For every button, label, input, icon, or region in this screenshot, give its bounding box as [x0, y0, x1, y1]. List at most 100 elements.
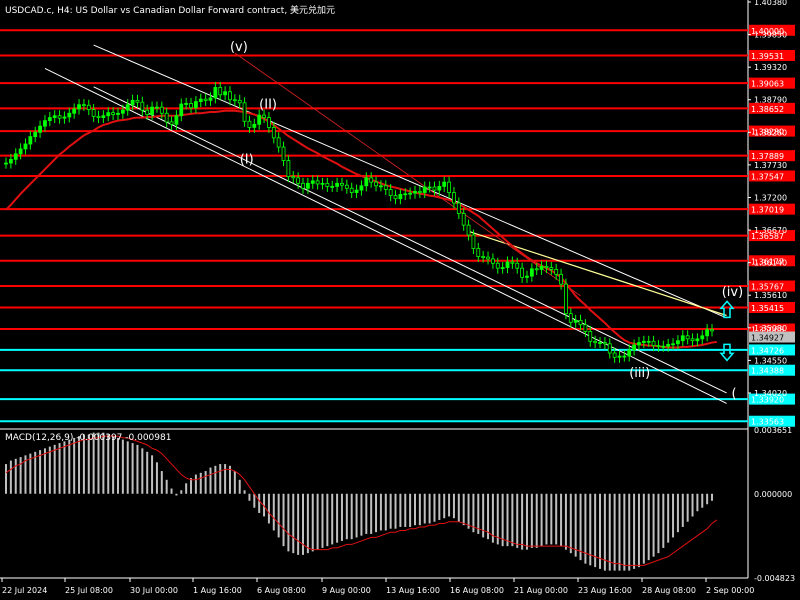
candle-body	[18, 148, 23, 155]
channel-upper-line[interactable]	[93, 44, 727, 319]
candle-body	[710, 329, 714, 332]
candle-body	[252, 123, 257, 128]
candle-body	[91, 109, 96, 117]
candle-body	[174, 115, 179, 125]
candle-body	[374, 181, 378, 187]
candle-body	[695, 338, 700, 342]
price-tick-label: 1.39320	[754, 63, 787, 72]
red-level-price-label: 1.37547	[751, 172, 784, 181]
candle-body	[267, 117, 271, 128]
channel-lower-line[interactable]	[93, 86, 727, 394]
price-tick-label: 1.36140	[754, 259, 787, 268]
red-level-price-tag	[749, 323, 795, 335]
time-tick-label: 9 Aug 00:00	[322, 586, 371, 595]
candle-body	[116, 112, 120, 115]
signal-arrows	[719, 300, 735, 362]
candle-body	[218, 87, 223, 96]
cyan-level-lines: 1.34726 1.34388 1.33920 1.33563	[0, 344, 795, 427]
candle-body	[8, 158, 13, 164]
candle-body	[466, 224, 471, 236]
candle-body	[486, 256, 490, 260]
candle-body	[422, 186, 427, 193]
candle-body	[388, 189, 393, 197]
candle-body	[607, 343, 612, 354]
candle-body	[150, 106, 154, 115]
candle-body	[637, 342, 641, 346]
candle-body	[242, 102, 247, 122]
candle-body	[340, 182, 344, 186]
red-level-price-label: 1.36177	[751, 257, 784, 266]
candle-body	[335, 182, 339, 187]
macd-title: MACD(12,26,9) -0.000397 -0.000981	[5, 433, 171, 443]
candle-body	[690, 338, 695, 342]
candle-body	[155, 106, 159, 109]
candle-body	[417, 190, 422, 193]
cyan-level-price-label: 1.33563	[751, 418, 784, 427]
red-level-price-label: 1.40000	[751, 27, 784, 36]
candle-body	[588, 331, 593, 342]
wave-label-paren: (	[731, 386, 736, 401]
candle-body	[432, 186, 437, 191]
wave-label-iii: (iii)	[629, 366, 650, 381]
channel-mid-line[interactable]	[44, 67, 727, 404]
red-level-price-tag	[749, 280, 795, 292]
candle-body	[676, 340, 680, 345]
price-tick-label: 1.38260	[754, 128, 787, 137]
price-tick-label: 1.36670	[754, 226, 787, 235]
candle-body	[705, 329, 710, 337]
cyan-level-price-label: 1.33920	[751, 396, 784, 405]
candle-body	[383, 185, 388, 190]
candle-body	[490, 258, 495, 264]
candle-body	[305, 182, 310, 189]
candle-body	[447, 181, 451, 193]
candle-body	[617, 355, 622, 358]
red-level-price-label: 1.36587	[751, 232, 784, 241]
candle-body	[120, 109, 125, 114]
candle-body	[500, 267, 505, 269]
candle-body	[203, 98, 208, 101]
candle-body	[559, 273, 563, 285]
candle-body	[33, 131, 38, 138]
time-tick-label: 28 Aug 08:00	[642, 586, 696, 595]
time-tick-label: 30 Jul 00:00	[130, 586, 178, 595]
candle-body	[349, 187, 354, 193]
candle-body	[52, 115, 57, 118]
macd-panel: 0.003651 0.000000 -0.004823	[5, 426, 795, 583]
wave-label-v: (v)	[230, 40, 248, 55]
candle-body	[271, 127, 276, 139]
candles	[4, 81, 714, 363]
candle-body	[257, 114, 262, 125]
candle-body	[471, 234, 476, 249]
price-tick-label: 1.35610	[754, 291, 787, 300]
red-level-price-tag	[749, 150, 795, 162]
candle-body	[549, 267, 554, 270]
candle-body	[262, 114, 266, 118]
macd-signal-line	[5, 435, 718, 566]
candle-body	[583, 324, 588, 332]
red-level-price-label: 1.38652	[751, 105, 784, 114]
candle-body	[359, 185, 364, 191]
wave-connector-line[interactable]	[234, 52, 581, 297]
red-level-price-tag	[749, 230, 795, 242]
candle-body	[437, 186, 442, 191]
candle-body	[135, 99, 140, 103]
red-level-price-tag	[749, 24, 795, 36]
price-tick-label: 1.35080	[754, 324, 787, 333]
candle-body	[281, 146, 286, 161]
arrow-down-outline-icon[interactable]	[719, 343, 735, 362]
candle-body	[130, 99, 135, 106]
red-level-price-label: 1.38280	[751, 128, 784, 137]
candle-body	[641, 340, 646, 343]
arrow-up-outline-icon[interactable]	[719, 300, 735, 319]
candle-body	[111, 112, 116, 115]
candle-body	[286, 160, 291, 177]
candle-body	[700, 335, 705, 340]
candle-body	[354, 189, 359, 193]
candle-body	[539, 265, 544, 270]
red-level-price-tag	[749, 77, 795, 89]
candle-body	[23, 143, 28, 150]
candle-body	[325, 182, 330, 187]
candle-body	[661, 345, 666, 348]
